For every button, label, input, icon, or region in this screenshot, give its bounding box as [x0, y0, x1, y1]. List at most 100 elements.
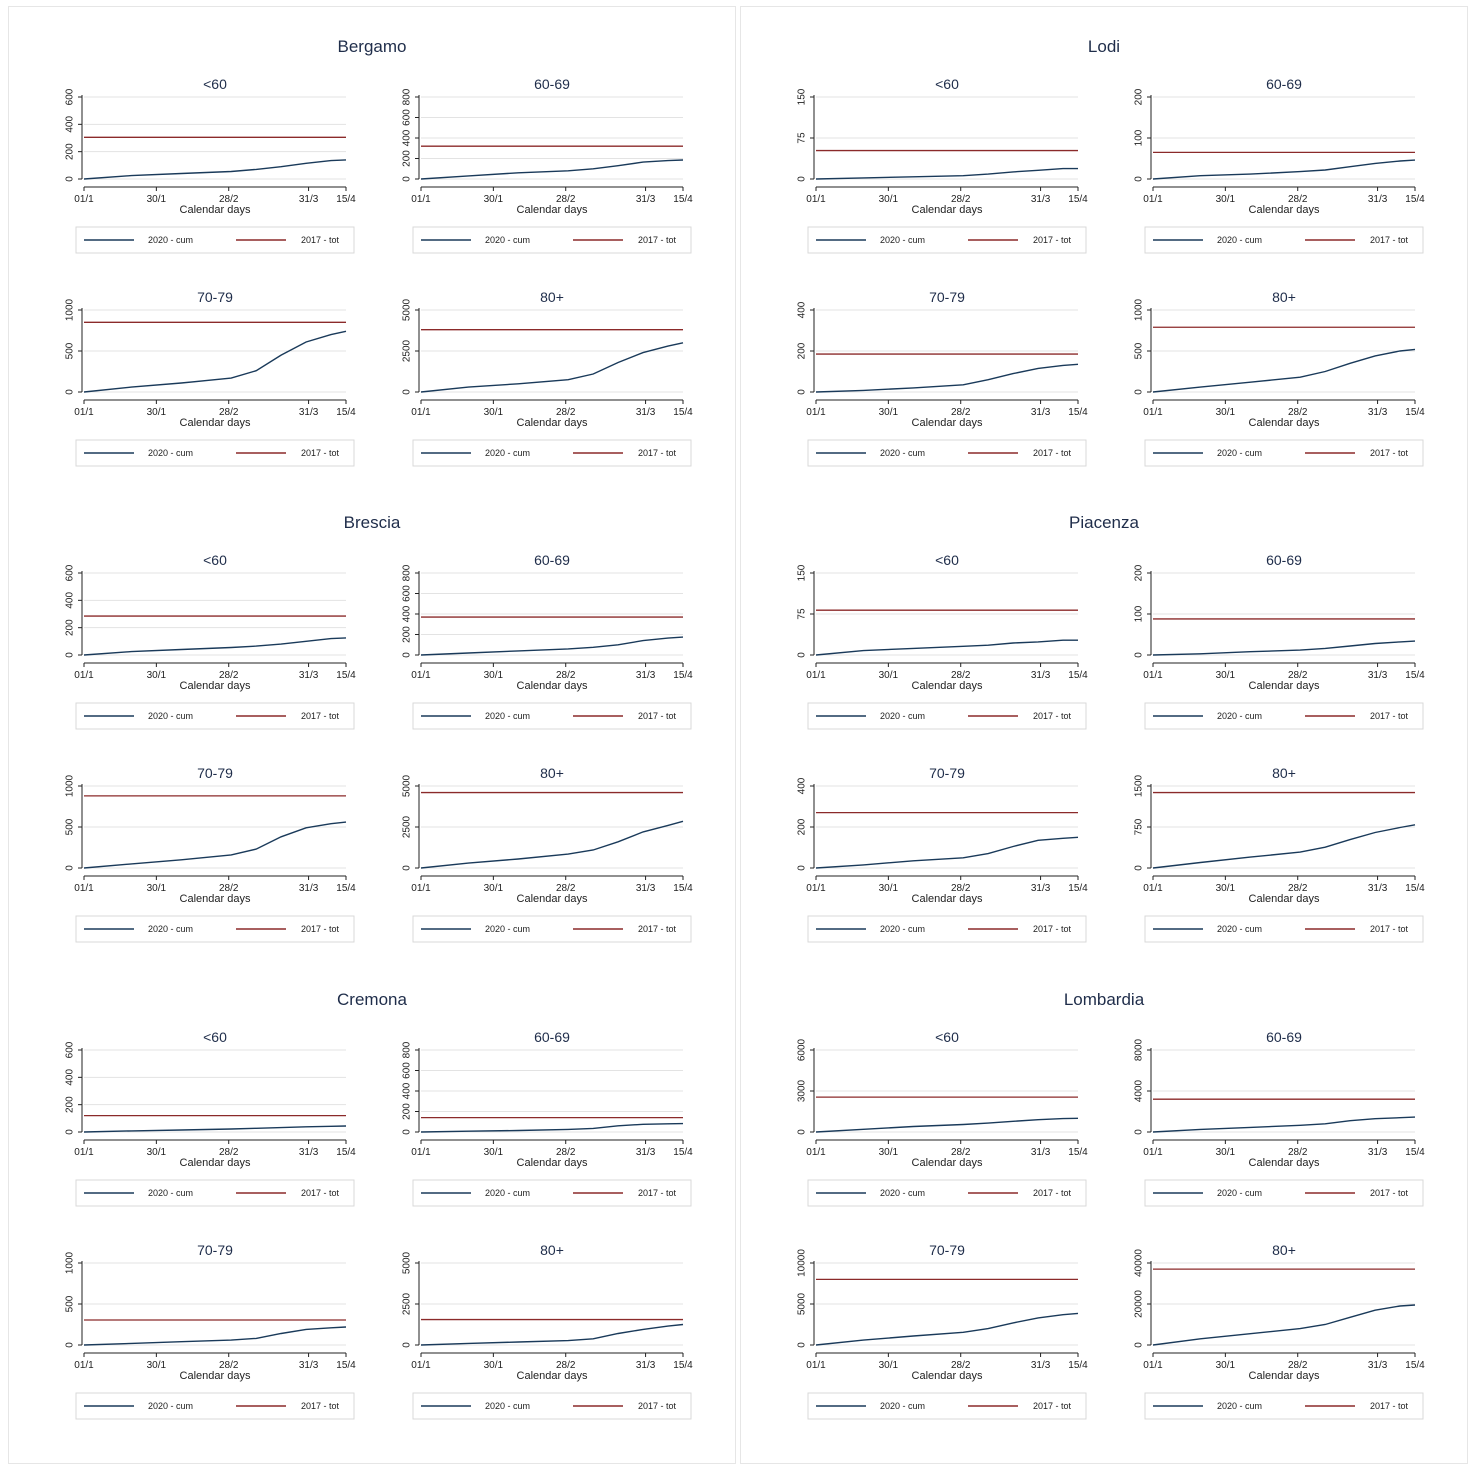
legend-label-cum: 2020 - cum — [485, 1188, 530, 1198]
x-tick-label: 30/1 — [879, 194, 899, 205]
x-tick-label: 30/1 — [484, 883, 504, 894]
legend-label-tot: 2017 - tot — [1033, 235, 1072, 245]
legend-label-tot: 2017 - tot — [301, 1401, 340, 1411]
series-2020-cum-line — [815, 167, 1078, 180]
legend-label-cum: 2020 - cum — [1217, 1401, 1262, 1411]
series-2020-cum-line — [1152, 159, 1416, 180]
region-block: Lombardia <60 0 3000 6000 01/1 30/1 28/2 31/3 15/… — [797, 990, 1425, 1420]
x-tick-label: 31/3 — [1031, 194, 1051, 205]
y-tick-label: 10000 — [797, 1249, 808, 1277]
subplot-title: 60-69 — [534, 1029, 570, 1045]
subplot: 70-79 0 200 400 01/1 30/1 28/2 31/3 15/4 Calendar… — [797, 289, 1088, 467]
x-tick-label: 31/3 — [299, 670, 319, 681]
x-tick-label: 15/4 — [1405, 1360, 1425, 1371]
subplot-title: 70-79 — [929, 765, 965, 781]
series-2020-cum-line — [83, 821, 347, 869]
x-tick-label: 01/1 — [74, 1360, 94, 1371]
y-tick-label: 0 — [65, 1129, 76, 1135]
legend: 2020 - cum 2017 - tot — [412, 1392, 692, 1420]
x-tick-label: 30/1 — [484, 1147, 504, 1158]
x-tick-label: 15/4 — [1405, 407, 1425, 418]
y-tick-label: 200 — [1134, 88, 1145, 105]
y-tick-label: 400 — [65, 1069, 76, 1086]
x-tick-label: 31/3 — [1031, 1360, 1051, 1371]
legend: 2020 - cum 2017 - tot — [75, 226, 355, 254]
y-tick-label: 400 — [402, 605, 413, 622]
legend-label-cum: 2020 - cum — [880, 711, 925, 721]
y-tick-label: 0 — [65, 176, 76, 182]
legend-label-tot: 2017 - tot — [1033, 924, 1072, 934]
x-tick-label: 15/4 — [1068, 407, 1088, 418]
x-tick-label: 15/4 — [336, 1360, 356, 1371]
y-tick-label: 1000 — [65, 298, 76, 321]
legend-label-cum: 2020 - cum — [880, 235, 925, 245]
series-2020-cum-line — [83, 330, 347, 393]
legend-label-tot: 2017 - tot — [1033, 448, 1072, 458]
x-tick-label: 28/2 — [219, 670, 239, 681]
y-tick-label: 0 — [402, 1342, 413, 1348]
x-tick-label: 31/3 — [1031, 407, 1051, 418]
y-tick-label: 1000 — [65, 774, 76, 797]
subplot-title: 70-79 — [929, 289, 965, 305]
region-title: Bergamo — [338, 37, 407, 56]
x-tick-label: 30/1 — [484, 1360, 504, 1371]
legend: 2020 - cum 2017 - tot — [75, 915, 355, 943]
series-2020-cum-line — [83, 1125, 347, 1133]
x-axis-label: Calendar days — [1249, 893, 1320, 905]
x-tick-label: 01/1 — [806, 670, 826, 681]
subplot: 60-69 0 200 400 600 800 01/1 30/1 28/2 31/3 15/4 Ca… — [402, 76, 693, 254]
series-2020-cum-line — [815, 639, 1078, 656]
x-tick-label: 28/2 — [951, 1147, 971, 1158]
x-tick-label: 31/3 — [299, 1360, 319, 1371]
x-tick-label: 30/1 — [1216, 194, 1236, 205]
x-tick-label: 30/1 — [879, 1147, 899, 1158]
subplot-title: 80+ — [1272, 1242, 1296, 1258]
x-tick-label: 28/2 — [556, 670, 576, 681]
y-tick-label: 2500 — [402, 1292, 413, 1315]
y-tick-label: 400 — [797, 301, 808, 318]
legend-label-cum: 2020 - cum — [1217, 711, 1262, 721]
y-tick-label: 5000 — [402, 298, 413, 321]
region-title: Lombardia — [1064, 990, 1145, 1009]
y-tick-label: 600 — [402, 585, 413, 602]
x-axis-label: Calendar days — [1249, 417, 1320, 429]
subplot-title: 80+ — [540, 765, 564, 781]
series-2020-cum-line — [1152, 640, 1416, 656]
x-tick-label: 01/1 — [1143, 407, 1163, 418]
x-tick-label: 30/1 — [1216, 670, 1236, 681]
region-block: Piacenza <60 0 75 150 01/1 30/1 28/2 31/3 15/4 Cal… — [797, 513, 1425, 943]
x-tick-label: 30/1 — [147, 883, 167, 894]
legend-label-cum: 2020 - cum — [880, 1401, 925, 1411]
subplot: <60 0 75 150 01/1 30/1 28/2 31/3 15/4 Calendar da… — [797, 76, 1088, 254]
x-tick-label: 28/2 — [951, 1360, 971, 1371]
x-axis-label: Calendar days — [517, 1157, 588, 1169]
subplot-title: <60 — [203, 552, 227, 568]
y-tick-label: 600 — [65, 1041, 76, 1058]
x-axis-label: Calendar days — [912, 417, 983, 429]
y-tick-label: 0 — [402, 652, 413, 658]
y-tick-label: 0 — [1134, 176, 1145, 182]
series-2020-cum-line — [815, 836, 1079, 869]
x-tick-label: 31/3 — [636, 883, 656, 894]
x-axis-label: Calendar days — [912, 893, 983, 905]
x-tick-label: 01/1 — [806, 1147, 826, 1158]
y-tick-label: 0 — [65, 389, 76, 395]
x-tick-label: 30/1 — [484, 407, 504, 418]
series-2020-cum-line — [1152, 824, 1416, 869]
y-tick-label: 750 — [1134, 818, 1145, 835]
subplot-title: <60 — [203, 76, 227, 92]
subplot: 80+ 0 2500 5000 01/1 30/1 28/2 31/3 15/4 Calendar… — [402, 289, 693, 467]
x-axis-label: Calendar days — [912, 204, 983, 216]
subplot-title: 80+ — [540, 1242, 564, 1258]
y-tick-label: 0 — [1134, 865, 1145, 871]
x-tick-label: 01/1 — [806, 407, 826, 418]
x-tick-label: 15/4 — [673, 194, 693, 205]
legend-label-cum: 2020 - cum — [148, 235, 193, 245]
x-tick-label: 28/2 — [951, 194, 971, 205]
legend-label-tot: 2017 - tot — [1033, 1401, 1072, 1411]
y-tick-label: 5000 — [402, 774, 413, 797]
y-tick-label: 0 — [1134, 652, 1145, 658]
x-axis-label: Calendar days — [180, 680, 251, 692]
y-tick-label: 0 — [402, 389, 413, 395]
